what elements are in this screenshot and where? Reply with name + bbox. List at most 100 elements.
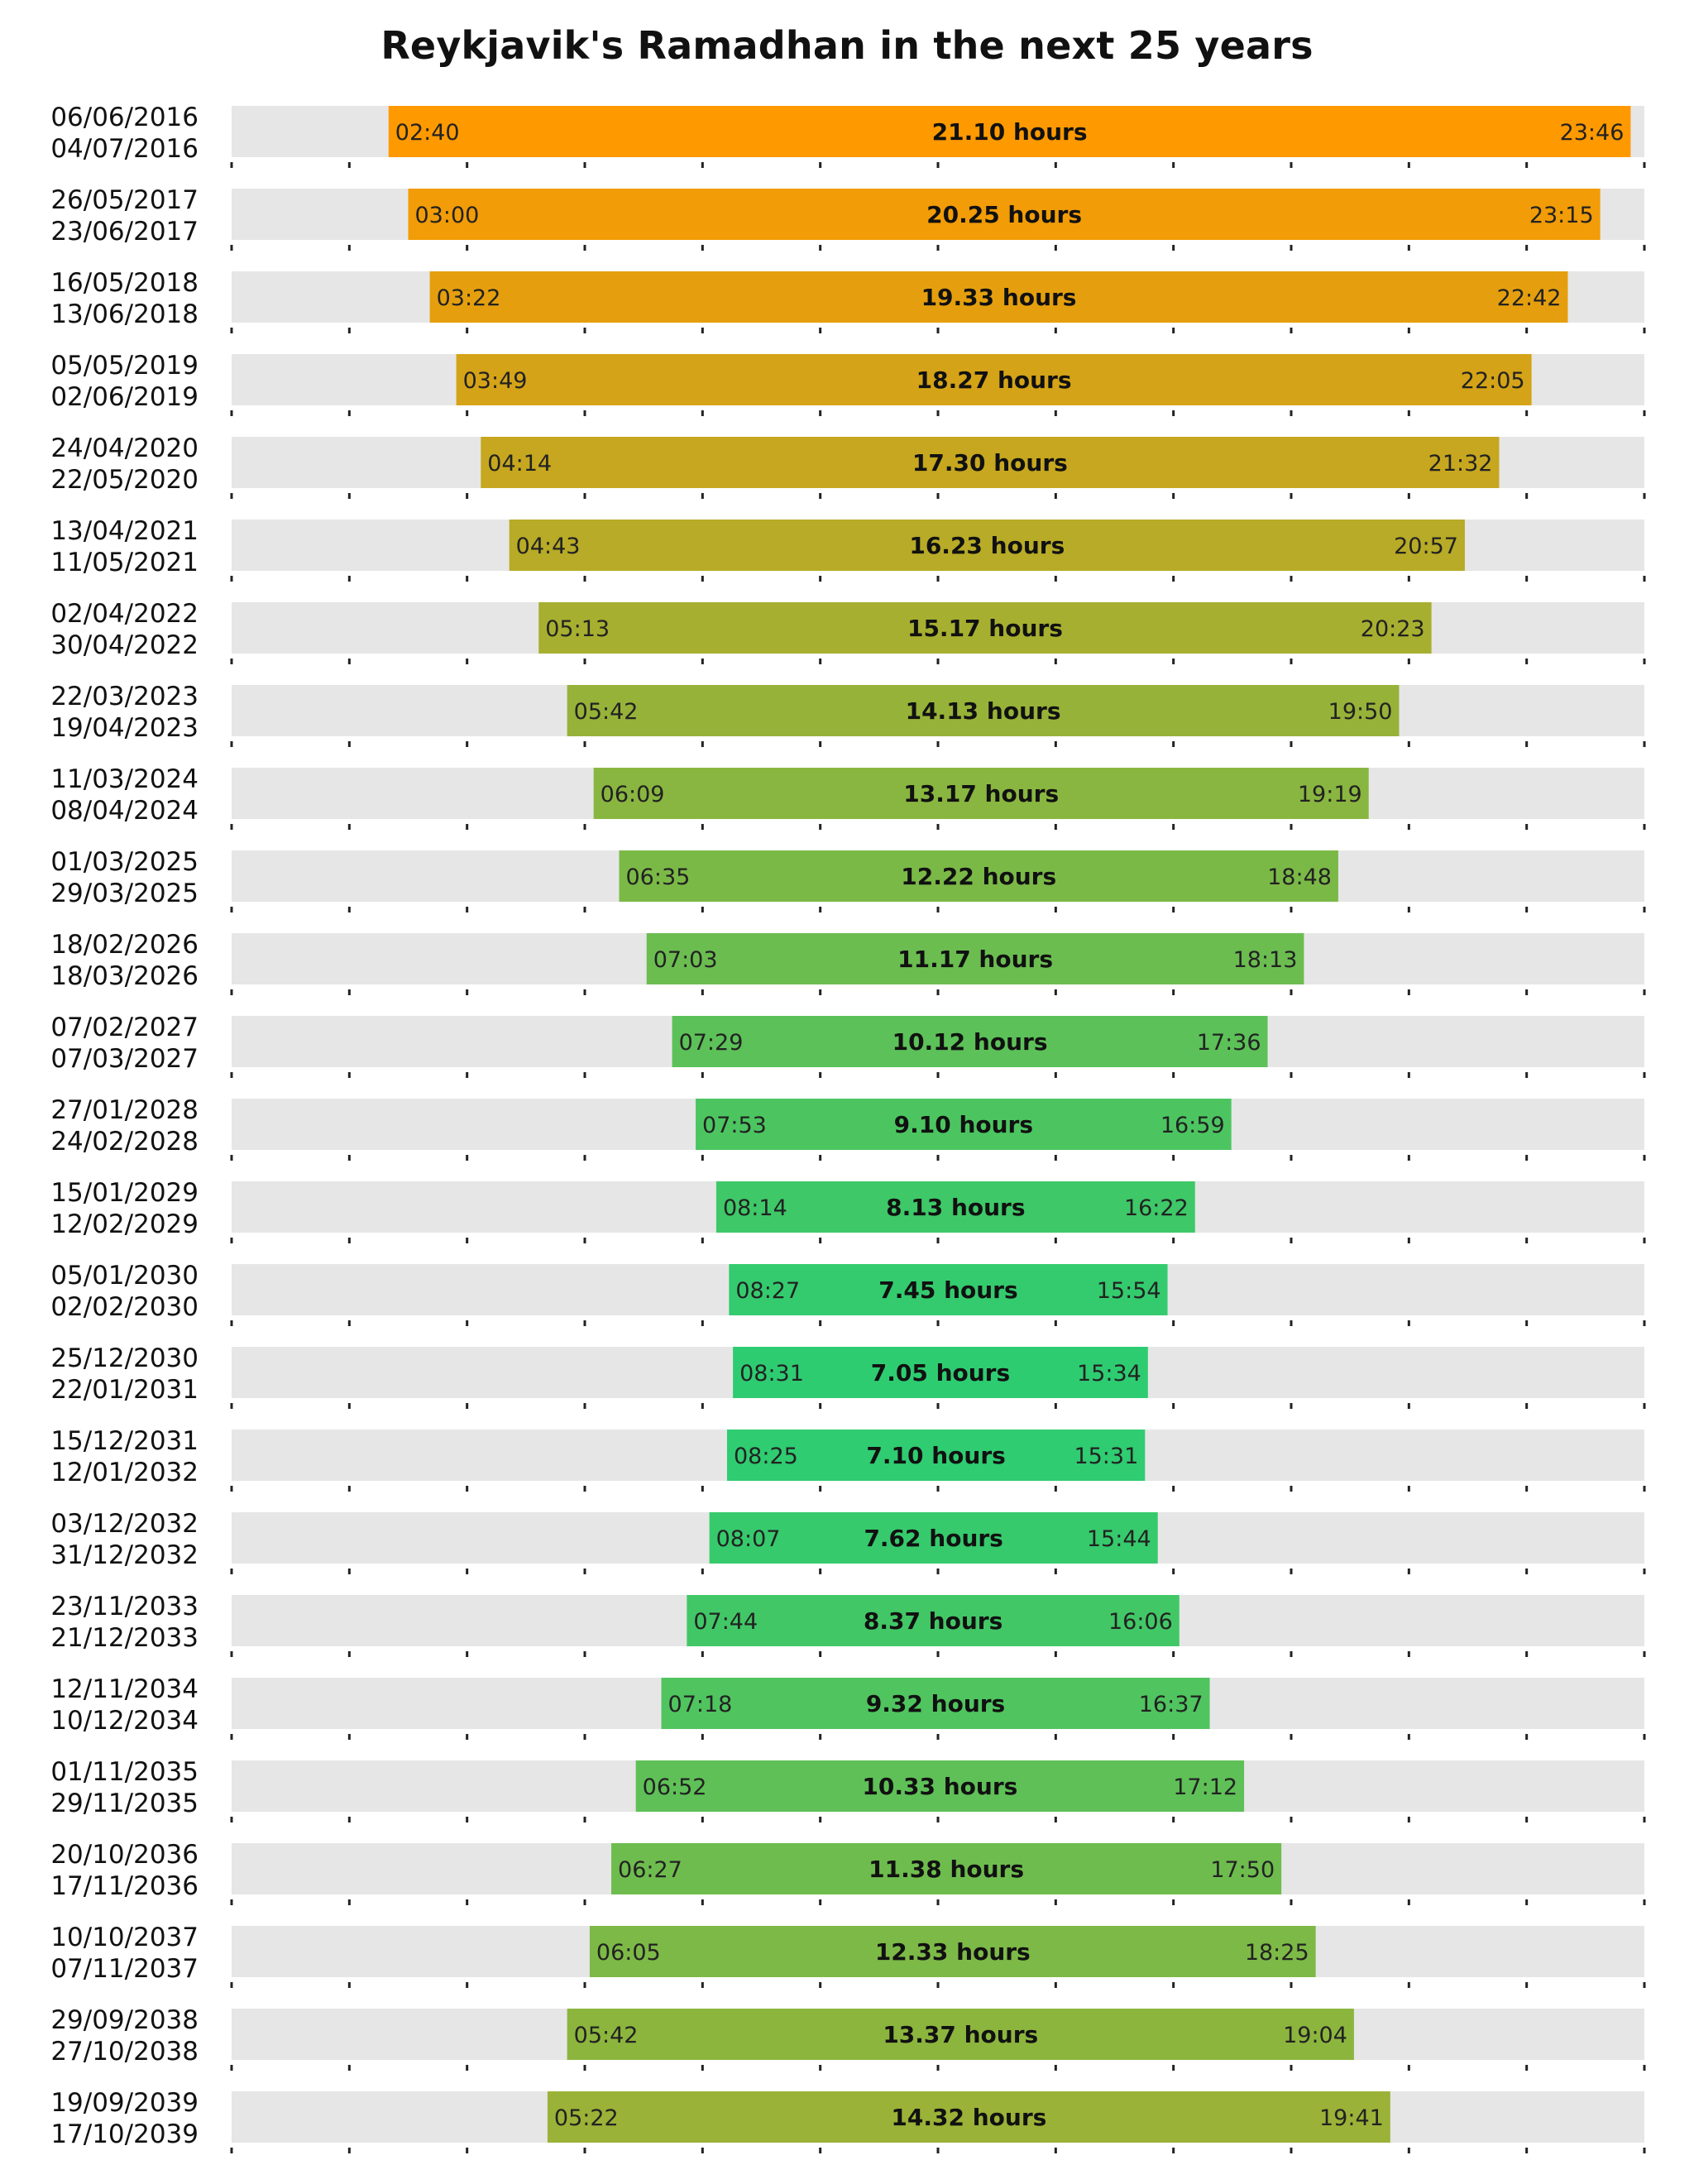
fast-duration-label: 8.37 hours	[864, 1607, 1003, 1635]
end-date-label: 08/04/2024	[50, 796, 199, 826]
fast-duration-label: 12.22 hours	[901, 863, 1056, 890]
fasting-bar	[672, 1016, 1268, 1067]
start-date-label: 11/03/2024	[50, 764, 199, 794]
end-date-label: 19/04/2023	[50, 713, 199, 743]
end-date-label: 13/06/2018	[50, 299, 199, 329]
fasting-bar	[661, 1678, 1210, 1729]
fast-begin-label: 08:07	[716, 1526, 781, 1552]
end-date-label: 22/05/2020	[50, 465, 199, 495]
fast-duration-label: 9.32 hours	[866, 1690, 1005, 1717]
fasting-bar	[589, 1926, 1316, 1977]
fasting-bar	[408, 189, 1601, 240]
fast-duration-label: 12.33 hours	[875, 1938, 1031, 1966]
start-date-label: 20/10/2036	[50, 1840, 199, 1870]
fast-end-label: 17:50	[1210, 1857, 1275, 1883]
start-date-label: 18/02/2026	[50, 930, 199, 960]
end-date-label: 22/01/2031	[50, 1375, 199, 1405]
start-date-label: 05/01/2030	[50, 1261, 199, 1291]
fast-end-label: 18:25	[1245, 1940, 1309, 1966]
fast-end-label: 21:32	[1428, 451, 1493, 477]
fast-end-label: 15:34	[1077, 1361, 1141, 1387]
fast-duration-label: 10.33 hours	[862, 1773, 1017, 1800]
fast-end-label: 16:37	[1139, 1692, 1204, 1717]
fast-duration-label: 17.30 hours	[912, 449, 1068, 477]
fasting-bar	[726, 1430, 1146, 1481]
fasting-bar	[429, 271, 1568, 323]
end-date-label: 02/02/2030	[50, 1292, 199, 1322]
fast-end-label: 20:57	[1394, 534, 1458, 559]
chart-title: Reykjavik's Ramadhan in the next 25 year…	[380, 23, 1314, 68]
fast-duration-label: 16.23 hours	[909, 532, 1065, 559]
fast-duration-label: 13.37 hours	[883, 2021, 1038, 2048]
start-date-label: 13/04/2021	[50, 516, 199, 546]
fast-end-label: 19:41	[1319, 2105, 1384, 2131]
fast-duration-label: 11.17 hours	[897, 946, 1053, 973]
fast-duration-label: 10.12 hours	[892, 1028, 1048, 1056]
fast-end-label: 15:54	[1097, 1278, 1161, 1304]
fasting-bar	[538, 602, 1432, 654]
end-date-label: 12/01/2032	[50, 1458, 199, 1487]
end-date-label: 17/10/2039	[50, 2119, 199, 2149]
fast-end-label: 17:36	[1197, 1030, 1261, 1056]
start-date-label: 12/11/2034	[50, 1674, 199, 1704]
fast-end-label: 23:46	[1560, 120, 1625, 146]
fast-duration-label: 13.17 hours	[903, 780, 1059, 807]
fast-end-label: 19:19	[1298, 782, 1362, 807]
end-date-label: 07/03/2027	[50, 1044, 199, 1074]
start-date-label: 01/11/2035	[50, 1757, 199, 1787]
fast-end-label: 19:50	[1328, 699, 1393, 725]
end-date-label: 11/05/2021	[50, 548, 199, 577]
fast-begin-label: 06:27	[618, 1857, 682, 1883]
start-date-label: 23/11/2033	[50, 1592, 199, 1621]
fast-begin-label: 05:22	[554, 2105, 619, 2131]
fast-duration-label: 7.05 hours	[871, 1359, 1010, 1387]
fast-end-label: 16:22	[1124, 1195, 1189, 1221]
fast-end-label: 20:23	[1361, 616, 1425, 642]
start-date-label: 10/10/2037	[50, 1923, 199, 1952]
end-date-label: 23/06/2017	[50, 217, 199, 247]
fasting-bar	[635, 1760, 1245, 1812]
end-date-label: 27/10/2038	[50, 2037, 199, 2067]
fast-end-label: 18:13	[1233, 947, 1298, 973]
fasting-bar	[709, 1512, 1158, 1564]
end-date-label: 07/11/2037	[50, 1954, 199, 1984]
fasting-bar	[729, 1264, 1168, 1315]
fasting-bar	[611, 1843, 1282, 1894]
fast-end-label: 22:42	[1497, 285, 1562, 311]
fasting-bar	[567, 685, 1400, 736]
fast-begin-label: 07:44	[693, 1609, 758, 1635]
fast-begin-label: 06:52	[643, 1774, 707, 1800]
fast-begin-label: 06:05	[596, 1940, 661, 1966]
start-date-label: 01/03/2025	[50, 847, 199, 877]
start-date-label: 19/09/2039	[50, 2088, 199, 2118]
fasting-bar	[456, 354, 1532, 405]
fast-begin-label: 05:42	[574, 699, 639, 725]
fast-duration-label: 7.10 hours	[866, 1442, 1005, 1469]
fast-duration-label: 14.13 hours	[906, 697, 1061, 725]
start-date-label: 29/09/2038	[50, 2005, 199, 2035]
fasting-bar	[715, 1181, 1195, 1233]
fast-begin-label: 07:18	[668, 1692, 733, 1717]
start-date-label: 26/05/2017	[50, 185, 199, 215]
end-date-label: 29/03/2025	[50, 879, 199, 908]
fasting-bar	[619, 850, 1338, 902]
start-date-label: 15/12/2031	[50, 1426, 199, 1456]
